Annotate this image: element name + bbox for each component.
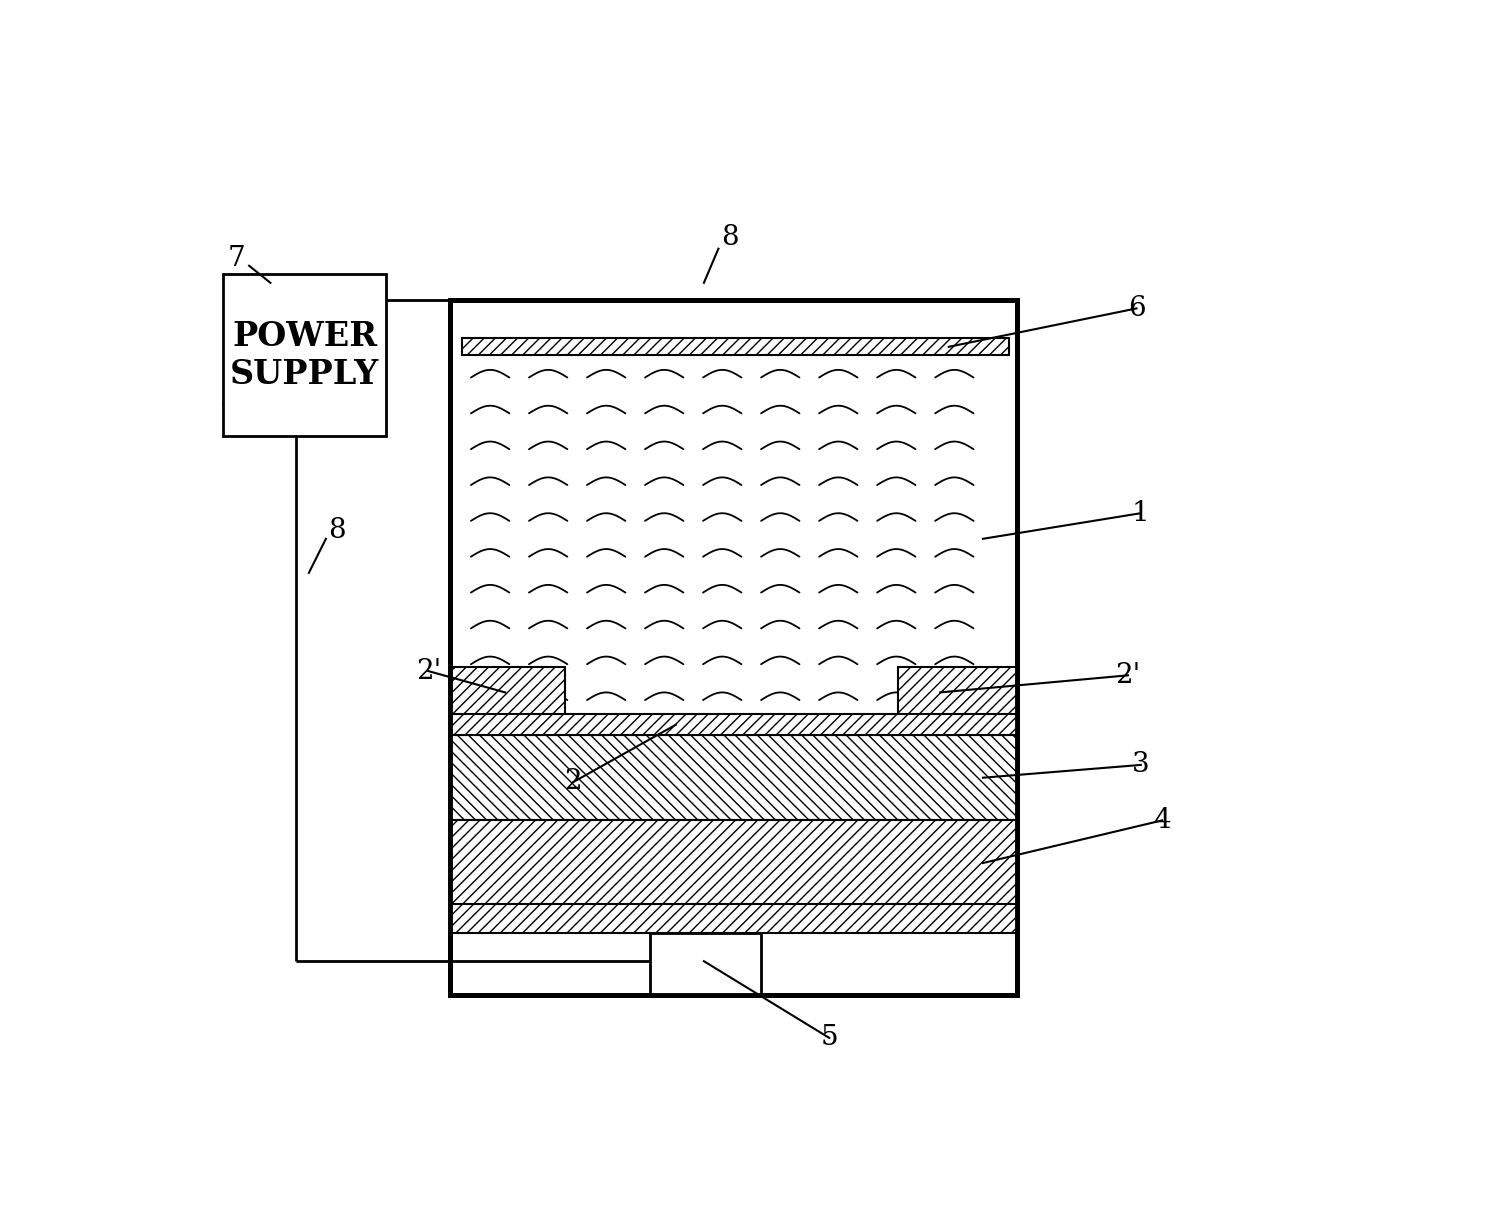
Bar	[450, 735, 1018, 820]
Bar	[450, 904, 1018, 933]
Text: 7: 7	[228, 245, 245, 272]
Bar	[450, 667, 565, 718]
Text: 4: 4	[1154, 807, 1170, 834]
Bar	[462, 338, 1009, 356]
Bar	[450, 300, 1018, 995]
Text: 8: 8	[720, 224, 738, 251]
Bar	[450, 820, 1018, 906]
Bar	[450, 713, 1018, 735]
Text: 6: 6	[1128, 295, 1146, 322]
Text: 2: 2	[565, 768, 583, 796]
Text: 3: 3	[1132, 751, 1149, 779]
Bar	[223, 274, 385, 436]
Text: 5: 5	[820, 1024, 838, 1052]
Text: 8: 8	[328, 517, 346, 544]
Text: 1: 1	[1132, 500, 1149, 527]
Bar	[897, 667, 1018, 718]
Text: POWER
SUPPLY: POWER SUPPLY	[230, 319, 379, 391]
Text: 2': 2'	[1116, 662, 1140, 689]
Bar	[450, 300, 1018, 995]
Text: 2': 2'	[415, 657, 441, 685]
Bar	[651, 933, 761, 995]
